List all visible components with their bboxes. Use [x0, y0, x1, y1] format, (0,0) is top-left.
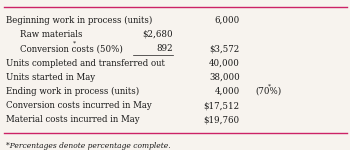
Text: $2,680: $2,680 [143, 30, 173, 39]
Text: *Percentages denote percentage complete.: *Percentages denote percentage complete. [6, 142, 171, 150]
Text: *: * [73, 40, 76, 45]
Text: *: * [267, 83, 271, 88]
Text: Conversion costs incurred in May: Conversion costs incurred in May [6, 101, 152, 110]
Text: 892: 892 [157, 44, 173, 53]
Text: Conversion costs (50%): Conversion costs (50%) [20, 44, 123, 53]
Text: Ending work in process (units): Ending work in process (units) [6, 87, 140, 96]
Text: Material costs incurred in May: Material costs incurred in May [6, 116, 140, 124]
Text: Units completed and transferred out: Units completed and transferred out [6, 58, 165, 68]
Text: $3,572: $3,572 [210, 44, 240, 53]
Text: Units started in May: Units started in May [6, 73, 96, 82]
Text: Beginning work in process (units): Beginning work in process (units) [6, 16, 153, 25]
Text: Raw materials: Raw materials [20, 30, 83, 39]
Text: $19,760: $19,760 [204, 116, 240, 124]
Text: $17,512: $17,512 [204, 101, 240, 110]
Text: 40,000: 40,000 [209, 58, 240, 68]
Text: 4,000: 4,000 [215, 87, 240, 96]
Text: 38,000: 38,000 [209, 73, 240, 82]
Text: (70%): (70%) [256, 87, 282, 96]
Text: 6,000: 6,000 [215, 16, 240, 25]
